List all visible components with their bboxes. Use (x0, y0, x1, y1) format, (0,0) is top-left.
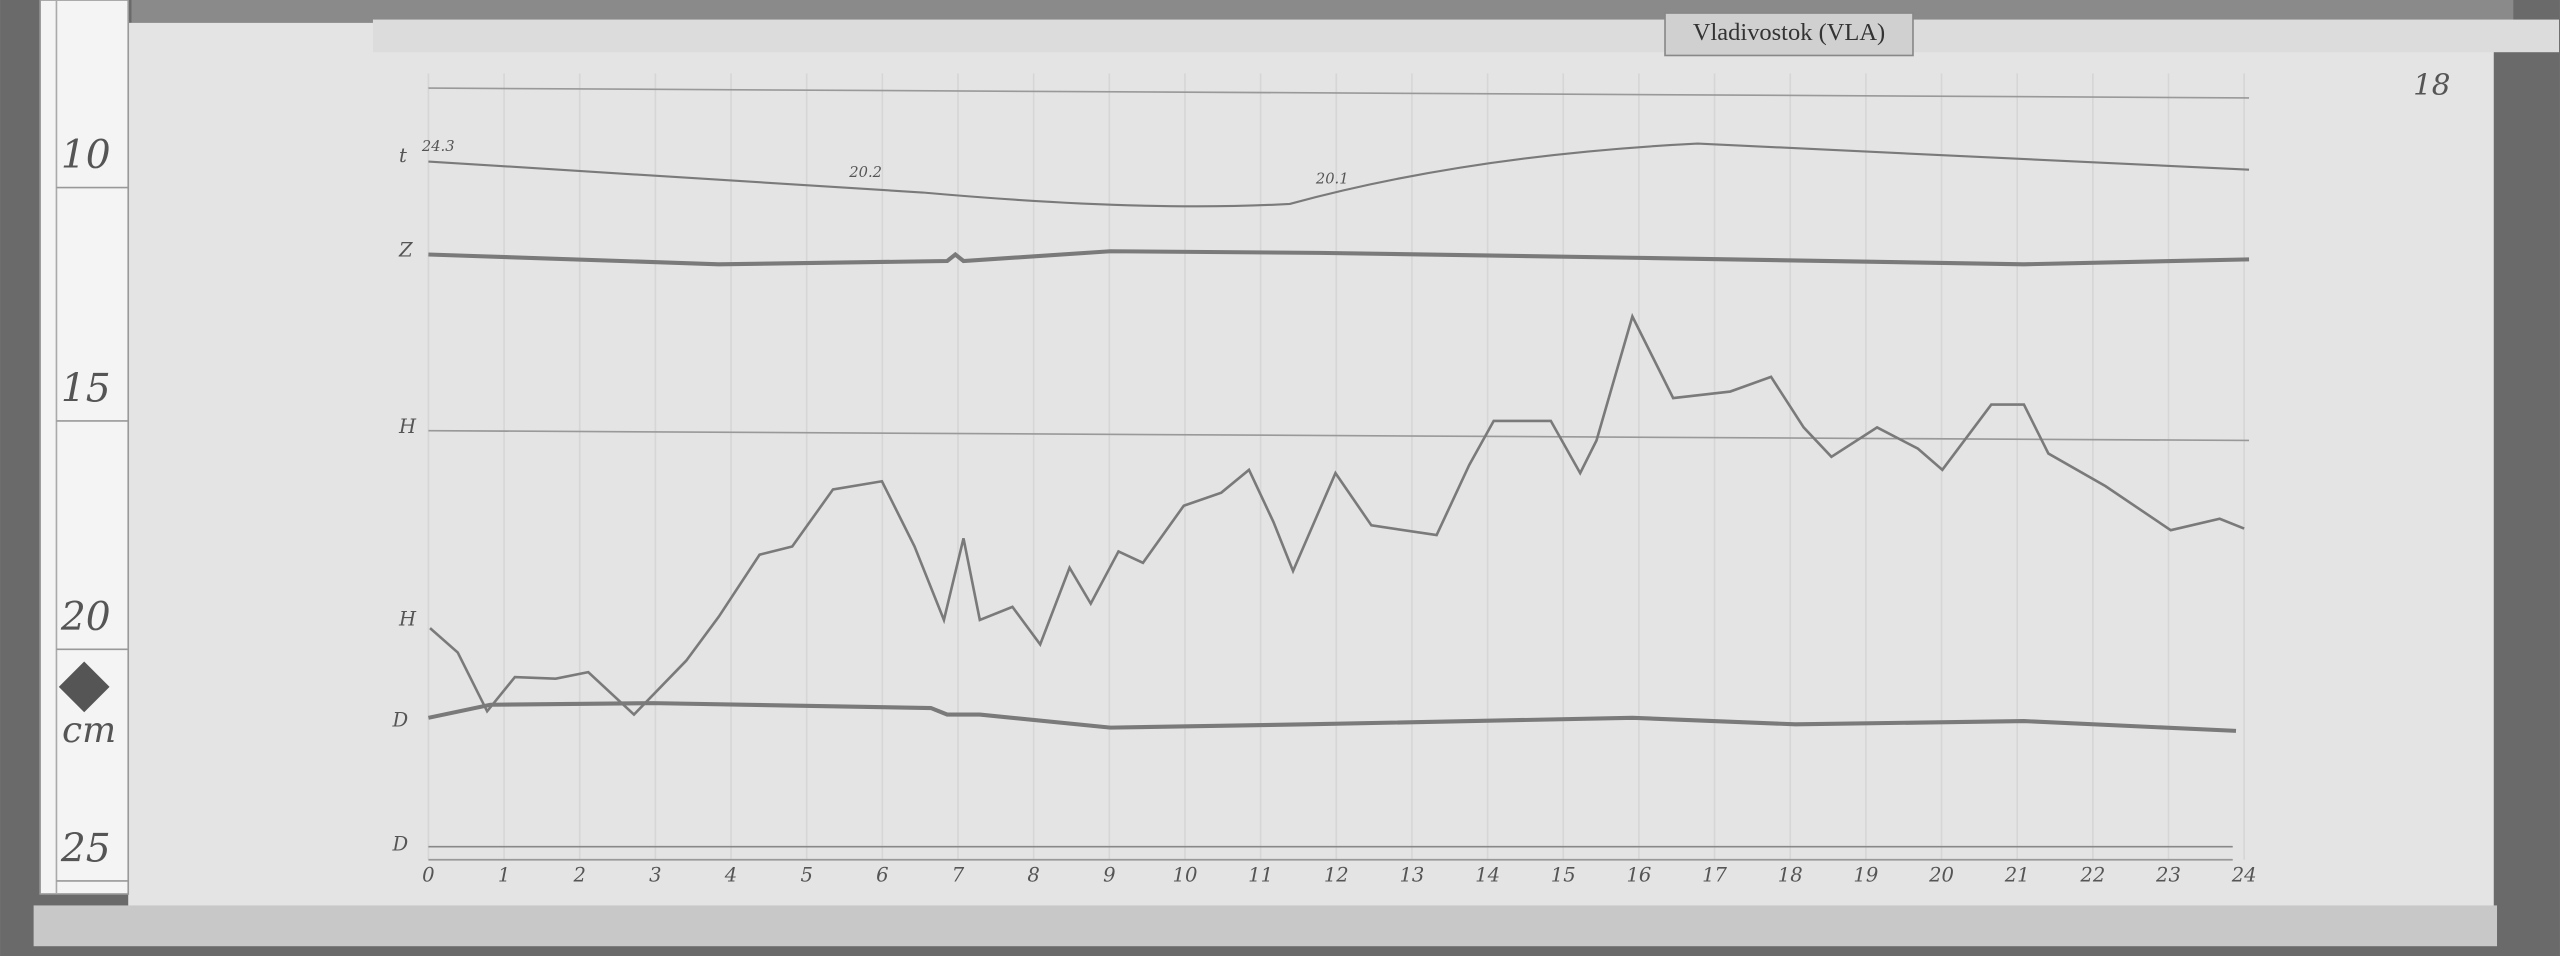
temperature-trace (428, 142, 2250, 208)
hour-label: 8 (1027, 864, 1039, 887)
hour-label: 1 (498, 864, 510, 887)
hour-label: 9 (1103, 864, 1115, 887)
temperature-note: 20.1 (1315, 170, 1349, 187)
d-trace (427, 701, 2237, 733)
hour-label: 0 (422, 864, 434, 887)
hour-label: 16 (1626, 864, 1651, 887)
ruler-mark: 10 (61, 133, 111, 178)
hour-label: 19 (1853, 864, 1878, 887)
trace-label: H (398, 607, 417, 630)
hour-label: 2 (572, 864, 585, 887)
board-top (131, 0, 2514, 23)
h-baseline (428, 429, 2250, 442)
corner-mark: 18 (2413, 67, 2450, 101)
hour-label: 4 (724, 864, 737, 887)
hour-label: 14 (1475, 864, 1500, 887)
trace-label: t (399, 144, 407, 167)
trace-label: D (392, 833, 409, 856)
hour-label: 11 (1248, 864, 1273, 887)
hour-label: 24 (2231, 864, 2257, 887)
hour-label: 15 (1551, 864, 1576, 887)
tag (1664, 12, 1914, 57)
hour-label: 6 (876, 864, 888, 887)
hour-label: 12 (1324, 864, 1349, 887)
ruler-mark: 25 (60, 827, 111, 872)
station-tag: Vladivostok (VLA) (1693, 19, 1885, 46)
ruler-mark: 15 (61, 367, 111, 412)
hour-label: 10 (1173, 864, 1198, 887)
hour-label: 7 (952, 864, 965, 887)
hour-label: 5 (800, 864, 812, 887)
ruler-mark: 20 (60, 595, 111, 640)
reference-line (428, 87, 2250, 99)
hour-label: 22 (2079, 864, 2105, 887)
hour-label: 20 (1928, 864, 1954, 887)
paper (128, 22, 2494, 921)
hour-label: 17 (1702, 864, 1727, 887)
hour-label: 13 (1399, 864, 1424, 887)
hour-label: 3 (649, 864, 661, 887)
temperature-note: 24.3 (421, 138, 455, 155)
hour-label: 23 (2155, 864, 2181, 887)
hour-label: 18 (1778, 864, 1803, 887)
paper-bottom (33, 905, 2498, 947)
hour-label: 21 (2004, 864, 2030, 887)
trace-label: Z (398, 239, 413, 262)
temperature-note: 20.2 (848, 164, 882, 181)
ruler-unit: cm (62, 710, 116, 751)
paper-overlay (372, 19, 2560, 53)
z-trace (428, 249, 2250, 267)
ruler-badge (58, 661, 110, 713)
trace-label: H (398, 415, 417, 438)
h-trace (429, 312, 2245, 717)
ruler (39, 0, 130, 895)
trace-label: D (392, 709, 409, 732)
